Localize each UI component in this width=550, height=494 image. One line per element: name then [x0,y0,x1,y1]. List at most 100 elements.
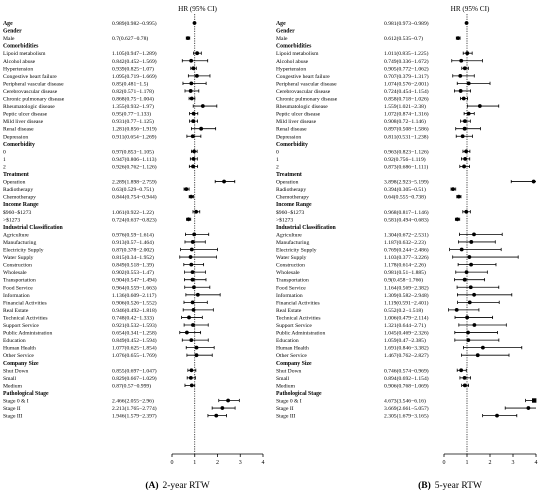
hr-point [458,89,463,93]
hr-ci-text: 1.355(0.932−1.97) [112,103,154,110]
hr-ci-text: 1.559(1.021−2.38) [384,103,426,110]
row-label: Renal disease [276,127,307,133]
row-group-header: Income Range [3,202,39,208]
hr-point [480,345,485,350]
row-label: Construction [276,263,305,269]
row-label: Real Estate [276,308,302,314]
hr-point [192,285,196,290]
row-label: Hypertension [276,66,306,72]
hr-point [467,255,472,259]
row-label: Alcohol abuse [3,59,36,65]
hr-point [451,187,455,192]
row-label: Stage II [3,406,21,412]
hr-point [465,315,470,320]
hr-ci-text: 0.858(0.718−1.026) [384,96,429,103]
hr-ci-text: 1.178(0.614−2.26) [384,262,426,269]
panel-caption-text: 5-year RTW [435,481,482,491]
hr-ci-text: 0.612(0.535−0.7) [384,35,423,42]
hr-ci-text: 0.873(0.686−1.111) [384,163,428,170]
hr-ci-text: 0.87(0.57−0.999) [112,382,151,389]
hr-point [191,164,195,169]
x-tick-label: 1 [466,460,469,466]
row-label: >$1273 [3,216,20,223]
hr-ci-text: 0.897(0.508−1.586) [384,126,429,133]
hr-ci-text: 1.136(0.609−2.117) [112,292,157,299]
hr-point [468,285,473,290]
hr-ci-text: 0.868(0.75−1.004) [112,96,154,103]
hr-point [189,58,194,63]
hr-point [189,96,194,101]
row-label: Shut Down [276,368,302,374]
hr-point [187,315,191,320]
row-label: Stage 0 & I [276,399,302,405]
hr-ci-text: 1.061(0.922−1.22) [112,209,154,216]
hr-point [458,73,463,78]
x-tick-label: 4 [262,460,265,466]
hr-point [466,81,471,86]
hr-point [189,262,194,267]
hr-ci-text: 1.077(0.625−1.854) [112,345,157,352]
hr-point [190,240,195,244]
hr-point [194,345,199,350]
row-label: Information [276,292,303,299]
hr-point [462,119,467,124]
hr-ci-text: 0.552(0.2−1.518) [384,307,423,314]
hr-ci-text: 0.968(0.817−1.146) [384,209,429,216]
hr-point [190,277,195,282]
hr-ci-text: 0.87(0.378−2.002) [112,247,154,254]
hr-ci-text: 0.921(0.532−1.593) [112,322,157,329]
hr-point [194,353,199,358]
hr-ci-text: 0.394(0.305−0.51) [384,186,426,193]
hr-ci-text: 0.964(0.559−1.663) [112,284,157,291]
row-label: Stage III [276,414,296,420]
panel-caption: (A) 2-year RTW [145,480,209,491]
hr-point [214,413,219,418]
hr-point [466,330,470,335]
hr-point [191,119,196,124]
hr-ci-text: 0.85(0.481−1.5) [112,80,148,87]
panel-caption-text: 2-year RTW [163,481,210,491]
hr-point [191,111,196,116]
hr-ci-text: 3.669(2.661−5.057) [384,405,429,412]
x-tick-label: 0 [443,460,446,466]
row-label: Water Supply [276,255,307,261]
row-label: Peripheral vascular disease [3,81,64,87]
hr-point [192,149,196,154]
row-label: Food Service [276,285,306,291]
hr-ci-text: 0.844(0.754−0.944) [112,194,157,201]
hr-point [186,217,191,222]
row-group-header: Comorbidities [3,44,39,50]
forest-panel-b: HR (95% CI)Age 0.981(0.973−0.989)GenderMa… [276,5,538,491]
hr-ci-text: 1.321(0.644−2.71) [384,322,426,329]
hr-ci-text: 0.963(0.823−1.126) [384,148,429,155]
hr-ci-text: 0.908(0.72−1.146) [384,118,426,125]
hr-point [455,217,460,222]
hr-point [459,368,464,373]
row-label: Financial Activities [276,300,320,306]
hr-ci-text: 1.095(0.719−1.669) [112,73,157,80]
hr-ci-text: 1.074(0.576−2.001) [384,80,429,87]
hr-point [192,21,197,25]
row-label: Peptic ulcer disease [276,112,321,118]
row-label: Small [3,376,16,382]
row-label: Education [3,338,26,344]
row-label: Food Service [3,285,33,291]
column-title: HR (95% CI) [451,5,490,13]
hr-ci-text: 0.815(0.34−1.952) [112,254,154,261]
row-label: Chronic pulmonary disease [3,97,65,103]
row-label: Small [276,376,289,382]
hr-point [459,58,464,63]
hr-ci-text: 0.894(0.692−1.154) [384,375,429,382]
row-label: Other Service [276,353,307,359]
row-label: Agriculture [276,232,302,238]
hr-point [464,149,469,154]
hr-ci-text: 2.466(2.055−2.96) [112,398,154,405]
row-group-header: Treatment [3,172,29,178]
hr-ci-text: 0.947(0.806−1.113) [112,156,157,163]
row-label: Shut Down [3,368,29,374]
row-label: Agriculture [3,232,29,238]
panel-caption: (B) 5-year RTW [418,480,482,491]
row-group-header: Gender [276,29,295,35]
row-group-header: Age [276,21,286,27]
x-tick-label: 4 [535,460,538,466]
